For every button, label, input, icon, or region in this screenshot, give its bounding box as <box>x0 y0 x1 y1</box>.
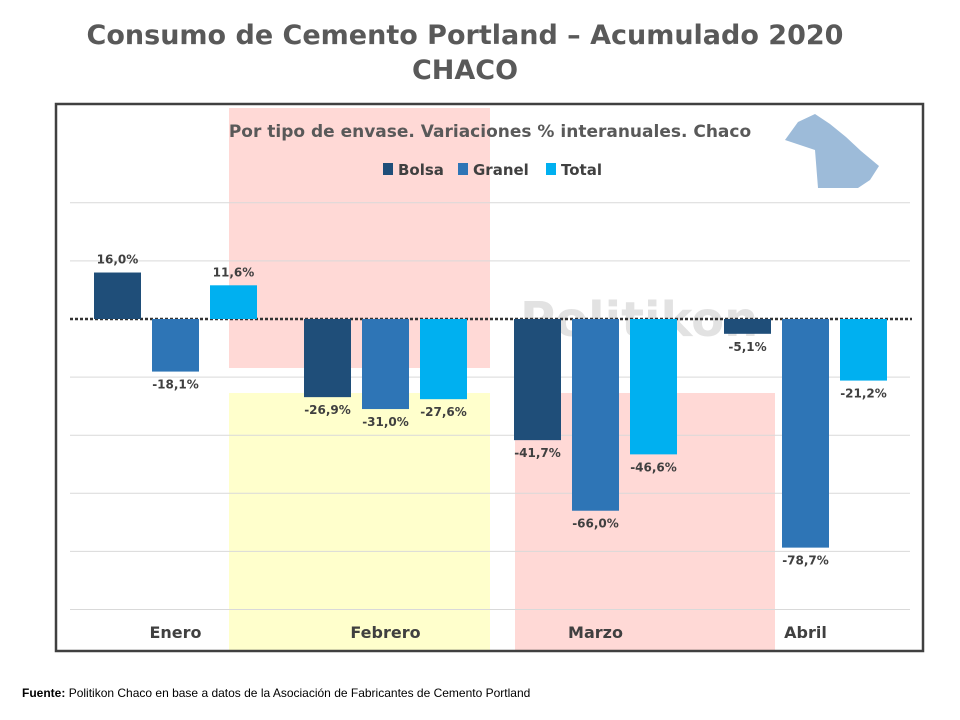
category-label-enero: Enero <box>149 623 201 642</box>
page-title-line1: Consumo de Cemento Portland – Acumulado … <box>86 20 844 51</box>
bar-granel-febrero <box>362 319 409 410</box>
grid <box>70 202 910 610</box>
chaco-province-map-icon <box>785 114 879 188</box>
data-label-bolsa-marzo: -41,7% <box>514 446 561 460</box>
data-label-bolsa-abril: -5,1% <box>728 340 766 354</box>
legend-swatch-bolsa <box>383 163 393 175</box>
chart-title: Por tipo de envase. Variaciones % intera… <box>229 122 751 142</box>
category-labels: Enero Febrero Marzo Abril <box>149 623 826 642</box>
source-note: Fuente: Politikon Chaco en base a datos … <box>22 686 530 700</box>
data-label-bolsa-enero: 16,0% <box>97 253 139 267</box>
bar-granel-marzo <box>572 319 619 511</box>
bar-total-abril <box>840 319 887 381</box>
data-label-granel-febrero: -31,0% <box>362 415 409 429</box>
bar-total-enero <box>210 285 257 319</box>
source-label: Fuente: <box>22 686 66 700</box>
data-label-granel-enero: -18,1% <box>152 378 199 392</box>
bar-bolsa-marzo <box>514 319 561 441</box>
legend-label-bolsa: Bolsa <box>398 161 444 179</box>
legend: Bolsa Granel Total <box>383 161 602 179</box>
data-labels: 16,0% -18,1% 11,6% -26,9% -31,0% -27,6% -41,7%… <box>97 253 887 568</box>
bars <box>94 272 887 548</box>
data-label-total-enero: 11,6% <box>213 265 255 279</box>
category-label-abril: Abril <box>784 623 827 642</box>
bar-granel-enero <box>152 319 199 372</box>
band-febrero-lower <box>229 393 490 651</box>
page-title: Consumo de Cemento Portland – Acumulado … <box>0 18 930 88</box>
category-label-febrero: Febrero <box>350 623 420 642</box>
data-label-total-abril: -21,2% <box>840 387 887 401</box>
bar-bolsa-febrero <box>304 319 351 398</box>
legend-label-total: Total <box>561 161 602 179</box>
source-text: Politikon Chaco en base a datos de la As… <box>68 686 531 700</box>
bar-granel-abril <box>782 319 829 548</box>
chart-frame <box>54 102 925 653</box>
bar-bolsa-abril <box>724 319 771 334</box>
data-label-granel-marzo: -66,0% <box>572 517 619 531</box>
bar-total-marzo <box>630 319 677 455</box>
data-label-total-marzo: -46,6% <box>630 460 677 474</box>
data-label-granel-abril: -78,7% <box>782 554 829 568</box>
legend-label-granel: Granel <box>473 161 529 179</box>
data-label-bolsa-febrero: -26,9% <box>304 403 351 417</box>
category-label-marzo: Marzo <box>568 623 623 642</box>
legend-swatch-granel <box>458 163 468 175</box>
bar-bolsa-enero <box>94 272 141 319</box>
data-label-total-febrero: -27,6% <box>420 405 467 419</box>
bar-total-febrero <box>420 319 467 400</box>
page-title-line2: CHACO <box>411 55 519 86</box>
legend-swatch-total <box>546 163 556 175</box>
